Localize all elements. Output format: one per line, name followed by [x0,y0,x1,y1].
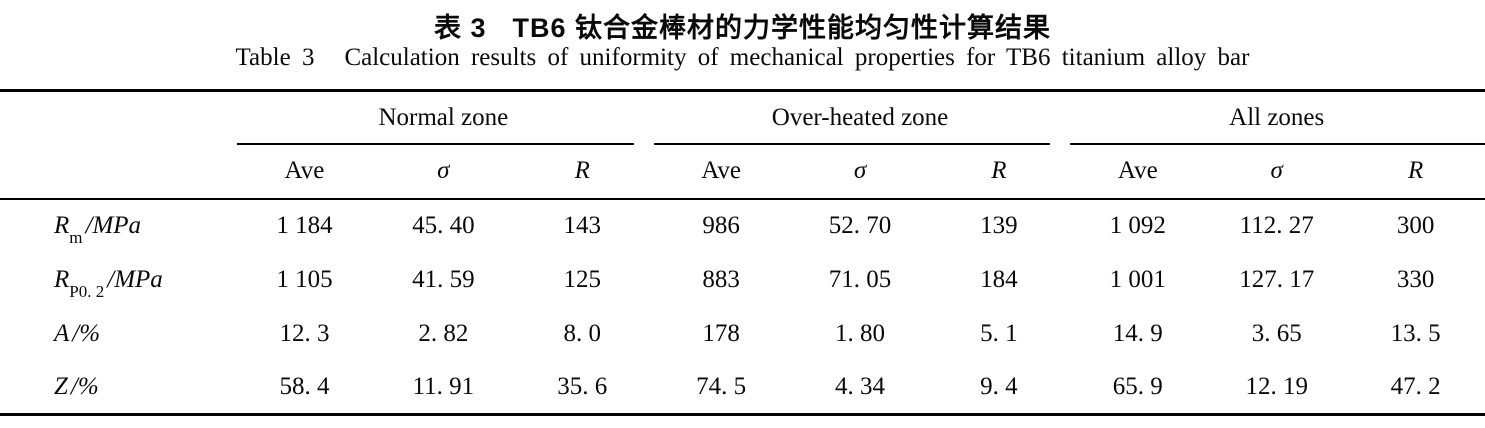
data-cell: 1 092 [1109,212,1166,239]
table-caption-cn: TB6 钛合金棒材的力学性能均匀性计算结果 [512,13,1052,43]
data-cell: 5. 1 [980,319,1018,347]
data-cell: 13. 5 [1390,319,1441,347]
data-cell: 71. 05 [828,265,892,293]
property-subscript: P0. 2 [69,281,105,301]
property-unit: /MPa [85,212,142,239]
property-subscript: m [69,228,83,247]
property-symbol: R [54,212,70,239]
table-number-cn: 表 3 [433,13,487,43]
data-cell: 184 [980,265,1018,293]
group-header-row: Normal zone Over-heated zone All zones [0,91,1485,145]
col-header-range: R [512,144,652,200]
data-cell: 986 [702,212,740,239]
stub-header-cell [0,91,235,145]
property-symbol: Z [54,372,68,400]
data-cell: 58. 4 [279,372,330,400]
data-cell: 8. 0 [563,319,601,347]
row-label-rp02: RP0. 2/MPa [0,253,235,307]
table-title-english: Table 3 Calculation results of uniformity… [0,44,1485,89]
table-caption-en: Calculation results of uniformity of mec… [344,44,1250,71]
data-cell: 12. 3 [279,319,330,347]
data-cell: 35. 6 [557,372,608,400]
table-title-chinese: 表 3 TB6 钛合金棒材的力学性能均匀性计算结果 [0,0,1485,44]
data-cell: 125 [563,265,601,293]
row-label-reduction: Z/% [0,361,235,415]
table-row-elongation: A/% 12. 3 2. 82 8. 0 178 1. 80 5. 1 14. … [0,307,1485,361]
property-unit: /% [72,319,101,347]
data-cell: 883 [702,265,740,293]
table-number-en: Table 3 [235,44,315,71]
group-header-normal-zone: Normal zone [235,91,652,145]
group-header-over-heated-zone: Over-heated zone [652,91,1069,145]
row-label-rm: Rm/MPa [0,199,235,253]
data-cell: 143 [563,212,601,239]
data-cell: 1. 80 [835,319,886,347]
data-cell: 65. 9 [1112,372,1163,400]
data-cell: 52. 70 [828,212,892,239]
sub-header-row: Ave σ R Ave σ R Ave σ R [0,144,1485,200]
table-row-rm: Rm/MPa 1 184 45. 40 143 986 52. 70 139 1… [0,199,1485,253]
results-table: Normal zone Over-heated zone All zones A… [0,89,1485,416]
property-symbol: A [54,319,70,347]
data-cell: 127. 17 [1239,265,1315,293]
data-cell: 41. 59 [412,265,475,293]
data-cell: 178 [702,319,740,347]
col-header-ave: Ave [651,144,791,200]
data-cell: 300 [1396,212,1435,239]
data-cell: 1 105 [276,265,333,293]
data-cell: 330 [1396,265,1435,293]
data-cell: 45. 40 [412,212,475,239]
group-header-all-zones: All zones [1068,91,1485,145]
stub-header-cell [0,144,235,200]
data-cell: 12. 19 [1245,372,1308,400]
row-label-elongation: A/% [0,307,235,361]
table-row-rp02: RP0. 2/MPa 1 105 41. 59 125 883 71. 05 1… [0,253,1485,307]
data-cell: 139 [980,212,1018,239]
data-cell: 47. 2 [1390,372,1441,400]
data-cell: 14. 9 [1112,319,1163,347]
property-unit: /% [70,372,99,400]
data-cell: 1 001 [1109,265,1166,293]
property-symbol: R [54,265,70,293]
data-cell: 1 184 [276,212,333,239]
data-cell: 2. 82 [418,319,469,347]
data-cell: 4. 34 [835,372,886,400]
data-cell: 3. 65 [1251,319,1302,347]
col-header-ave: Ave [1068,144,1208,200]
col-header-ave: Ave [235,144,374,200]
col-header-range: R [1346,144,1485,200]
col-header-sigma: σ [790,144,930,200]
data-cell: 74. 5 [696,372,747,400]
col-header-range: R [929,144,1069,200]
col-header-sigma: σ [373,144,513,200]
data-cell: 9. 4 [980,372,1018,400]
data-cell: 11. 91 [412,372,475,400]
data-cell: 112. 27 [1239,212,1314,239]
property-unit: /MPa [107,265,163,293]
col-header-sigma: σ [1207,144,1347,200]
table-row-reduction: Z/% 58. 4 11. 91 35. 6 74. 5 4. 34 9. 4 … [0,361,1485,415]
